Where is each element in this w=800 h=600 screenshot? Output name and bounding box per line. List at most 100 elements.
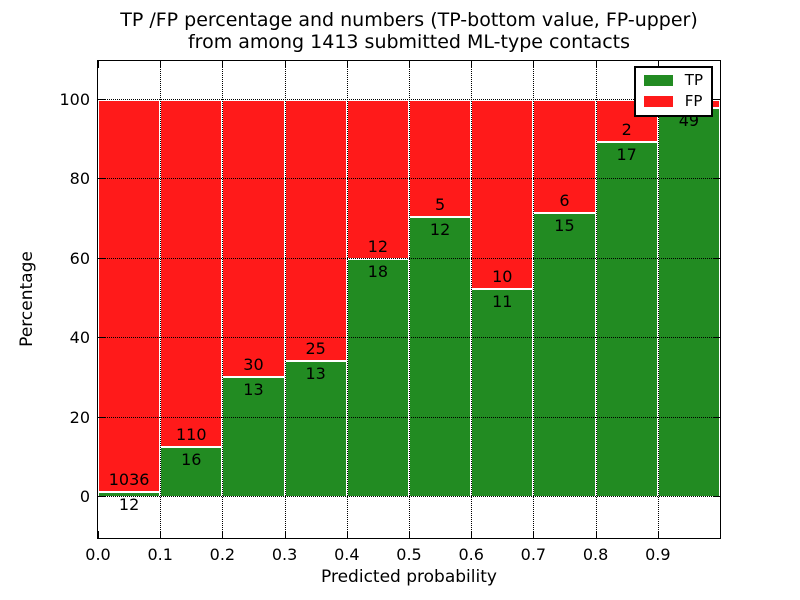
y-tick-right: [713, 99, 720, 100]
tp-bar-segment: [657, 107, 720, 497]
tp-count-label: 16: [181, 449, 202, 469]
x-tick-top: [471, 61, 473, 68]
x-tick-label: 0.4: [334, 545, 360, 564]
y-tick-label: 80: [69, 169, 90, 189]
chart-title-line2: from among 1413 submitted ML-type contac…: [187, 31, 631, 53]
y-tick-left: [98, 496, 105, 497]
fp-count-label: 25: [305, 339, 326, 359]
tp-bar-segment: [595, 141, 658, 497]
x-tick-label: 0.3: [271, 545, 298, 564]
fp-bar-segment: [346, 100, 409, 259]
vertical-gridline: [657, 61, 659, 538]
x-tick-bottom: [471, 531, 473, 538]
y-axis-label: Percentage: [17, 251, 37, 347]
fp-count-label: 2: [621, 119, 632, 139]
fp-count-label: 1036: [108, 470, 150, 490]
legend-label-fp: FP: [684, 92, 703, 110]
vertical-gridline: [284, 61, 286, 538]
y-tick-right: [713, 257, 720, 259]
x-tick-label: 0.0: [85, 545, 111, 564]
tp-count-label: 11: [492, 292, 513, 312]
tp-count-label: 13: [305, 364, 326, 384]
chart-title-line1: TP /FP percentage and numbers (TP-bottom…: [120, 9, 698, 31]
y-tick-label: 0: [79, 487, 90, 506]
tp-count-label: 17: [616, 144, 637, 164]
fp-count-label: 110: [176, 424, 207, 444]
y-tick-left: [98, 257, 105, 259]
tp-count-label: 15: [554, 216, 575, 236]
fp-swatch-icon: [643, 96, 673, 107]
x-tick-label: 0.2: [209, 545, 236, 564]
fp-count-label: 30: [243, 354, 264, 374]
tp-count-label: 12: [429, 219, 451, 239]
x-tick-bottom: [98, 531, 99, 538]
y-tick-label: 40: [69, 328, 90, 348]
y-tick-right: [713, 337, 720, 339]
x-tick-label: 0.9: [645, 545, 671, 564]
y-tick-label: 60: [69, 248, 90, 268]
fp-bar-segment: [160, 100, 223, 447]
fp-count-label: 12: [367, 236, 389, 256]
fp-count-label: 10: [492, 267, 513, 287]
vertical-gridline: [533, 61, 535, 538]
x-tick-top: [222, 61, 224, 68]
tp-swatch-icon: [643, 75, 673, 86]
tp-bar-segment: [533, 213, 596, 497]
y-tick-right: [713, 416, 720, 418]
vertical-gridline: [222, 61, 224, 538]
legend-entry-fp: FP: [643, 92, 703, 110]
x-tick-top: [657, 61, 659, 68]
x-tick-top: [346, 61, 348, 68]
y-tick-right: [713, 178, 720, 180]
x-tick-bottom: [160, 531, 162, 538]
tp-count-label: 13: [243, 379, 264, 399]
x-tick-bottom: [720, 531, 721, 538]
y-tick-left: [98, 99, 105, 100]
x-tick-label: 0.8: [582, 545, 609, 564]
fp-bar-segment: [533, 100, 596, 214]
x-tick-top: [284, 61, 286, 68]
x-tick-top: [160, 61, 162, 68]
fp-bar-segment: [222, 100, 285, 377]
fp-count-label: 6: [559, 191, 570, 211]
y-tick-left: [98, 178, 105, 180]
tp-bar-segment: [409, 216, 472, 497]
y-tick-right: [713, 496, 720, 497]
x-tick-top: [720, 61, 721, 68]
x-axis-label: Predicted probability: [321, 567, 497, 587]
tp-count-label: 12: [118, 495, 140, 515]
x-tick-bottom: [222, 531, 224, 538]
fp-bar-segment: [284, 100, 347, 362]
tp-count-label: 18: [367, 261, 389, 281]
x-tick-bottom: [284, 531, 286, 538]
chart-title: TP /FP percentage and numbers (TP-bottom…: [97, 9, 721, 53]
x-tick-label: 0.5: [396, 545, 422, 564]
vertical-gridline: [160, 61, 162, 538]
x-tick-bottom: [346, 531, 348, 538]
vertical-gridline: [409, 61, 410, 538]
tp-bar-segment: [471, 289, 534, 497]
x-tick-label: 0.7: [520, 545, 547, 564]
y-tick-left: [98, 416, 105, 418]
vertical-gridline: [471, 61, 473, 538]
x-tick-bottom: [533, 531, 535, 538]
x-tick-label: 0.1: [147, 545, 173, 564]
legend-label-tp: TP: [684, 71, 703, 89]
legend: TP FP: [633, 66, 713, 117]
x-tick-top: [533, 61, 535, 68]
y-tick-label: 20: [69, 407, 90, 427]
fp-bar-segment: [98, 100, 161, 493]
x-tick-label: 0.6: [458, 545, 484, 564]
x-tick-top: [98, 61, 99, 68]
y-tick-label: 100: [59, 90, 90, 109]
tp-bar-segment: [284, 361, 347, 497]
vertical-gridline: [595, 61, 597, 538]
x-tick-bottom: [595, 531, 597, 538]
y-tick-left: [98, 337, 105, 339]
x-tick-bottom: [657, 531, 659, 538]
legend-entry-tp: TP: [643, 71, 703, 89]
fp-bar-segment: [471, 100, 534, 290]
x-tick-bottom: [409, 531, 410, 538]
tp-bar-segment: [346, 258, 409, 497]
